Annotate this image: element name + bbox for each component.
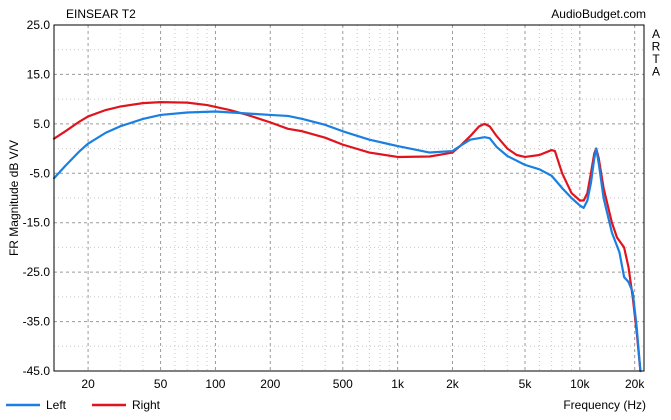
watermark-label: AudioBudget.com xyxy=(551,7,646,21)
x-tick-label: 2k xyxy=(446,377,460,391)
x-axis-label: Frequency (Hz) xyxy=(563,398,646,412)
side-label-letter: A xyxy=(652,27,660,41)
y-axis-label: FR Magnitude dB V/V xyxy=(7,140,21,256)
x-tick-label: 50 xyxy=(154,377,168,391)
series-line-left xyxy=(52,110,642,373)
chart-title: EINSEAR T2 xyxy=(66,7,136,21)
side-label-letter: A xyxy=(652,65,660,79)
x-tick-label: 5k xyxy=(519,377,533,391)
y-tick-label: -25.0 xyxy=(23,265,51,279)
y-tick-labels: 25.0 15.0 5.0 -5.0 -15.0 -25.0 -35.0 -45.0 xyxy=(23,18,51,378)
y-tick-label: 5.0 xyxy=(33,117,50,131)
side-label-letter: T xyxy=(652,52,660,66)
plot-frame xyxy=(53,24,645,372)
legend: Left Right xyxy=(6,398,161,412)
legend-label-right: Right xyxy=(132,398,161,412)
y-tick-label: -5.0 xyxy=(29,166,50,180)
x-tick-label: 500 xyxy=(333,377,353,391)
x-tick-labels: 20 50 100 200 500 1k 2k 5k 10k 20k xyxy=(81,377,645,391)
x-tick-label: 100 xyxy=(205,377,225,391)
grid-lines xyxy=(54,25,644,371)
y-tick-label: -35.0 xyxy=(23,315,51,329)
x-tick-label: 10k xyxy=(570,377,590,391)
side-label-letter: R xyxy=(652,40,661,54)
legend-label-left: Left xyxy=(46,398,67,412)
y-tick-label: 25.0 xyxy=(27,18,51,32)
y-tick-label: -15.0 xyxy=(23,216,51,230)
y-tick-label: -45.0 xyxy=(23,364,51,378)
x-tick-label: 20 xyxy=(81,377,95,391)
x-tick-label: 200 xyxy=(260,377,280,391)
x-tick-label: 20k xyxy=(625,377,645,391)
y-tick-label: 15.0 xyxy=(27,67,51,81)
series-line-right xyxy=(52,101,642,373)
series-layer xyxy=(52,101,642,373)
x-tick-label: 1k xyxy=(391,377,405,391)
